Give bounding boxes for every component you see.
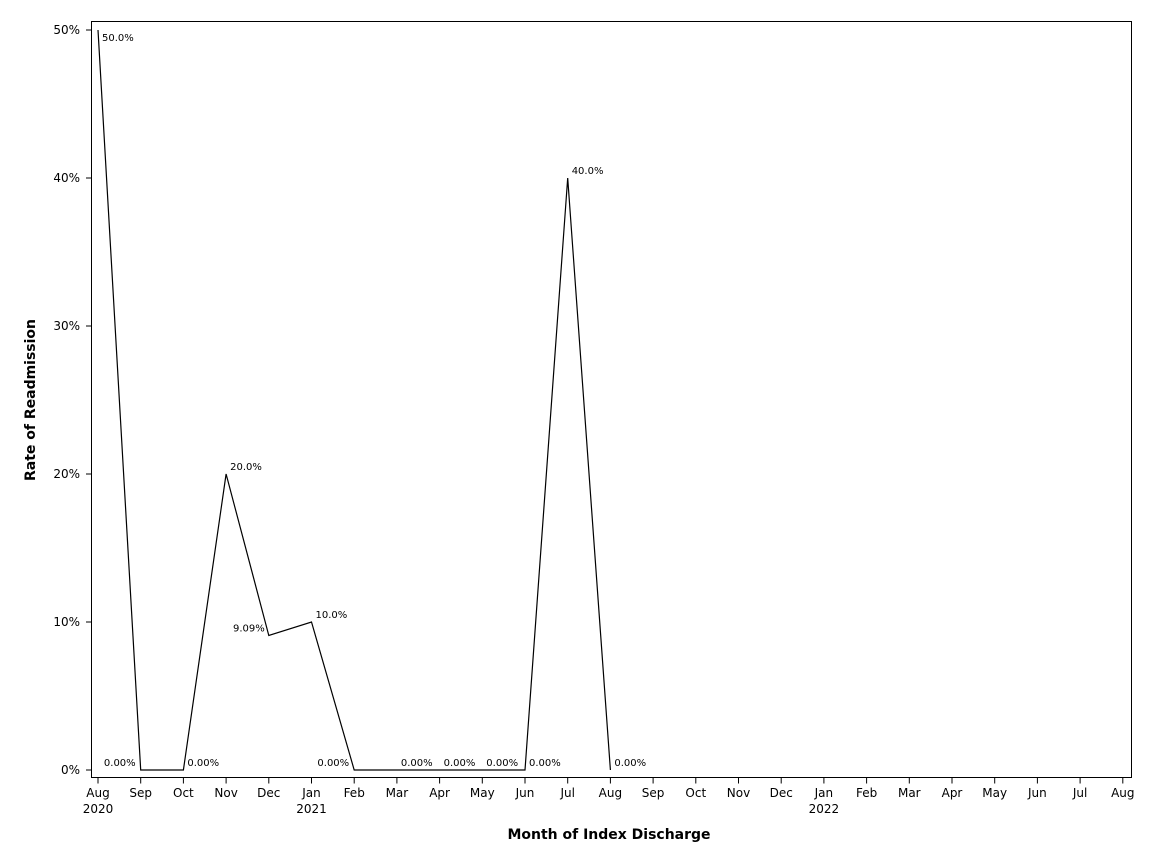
x-tick-label: May [982, 786, 1007, 800]
data-label: 0.00% [486, 758, 518, 769]
series-line [97, 29, 611, 771]
data-label: 0.00% [317, 758, 349, 769]
x-tick-label: Aug [599, 786, 622, 800]
x-tick-label: Sep [129, 786, 152, 800]
data-label: 40.0% [572, 166, 604, 177]
x-tick-label: Dec [770, 786, 793, 800]
data-label: 0.00% [104, 758, 136, 769]
y-tick-label: 20% [53, 467, 80, 481]
y-tick-label: 10% [53, 615, 80, 629]
x-tick-label: Nov [214, 786, 237, 800]
data-label: 9.09% [233, 623, 265, 634]
series-layer: 50.0% 0.00% 0.00% 20.0% 9.09% 10.0% 0.00% 0.00%… [97, 29, 646, 771]
x-tick-label: Apr [429, 786, 450, 800]
data-label: 0.00% [529, 758, 561, 769]
x-tick-label: Jun [515, 786, 535, 800]
data-label: 0.00% [614, 758, 646, 769]
data-label: 0.00% [444, 758, 476, 769]
y-tick-label: 40% [53, 171, 80, 185]
x-tick-label: Oct [173, 786, 194, 800]
x-tick-label: Mar [898, 786, 921, 800]
y-axis-title: Rate of Readmission [23, 319, 39, 481]
x-tick-label: Jan [814, 786, 834, 800]
x-tick-label: Mar [386, 786, 409, 800]
data-label: 0.00% [187, 758, 219, 769]
data-label: 10.0% [316, 610, 348, 621]
x-axis-title: Month of Index Discharge [507, 827, 710, 843]
x-tick-label: Nov [727, 786, 750, 800]
x-tick-label: Jan [301, 786, 321, 800]
x-tick-label: Dec [257, 786, 280, 800]
x-tick-year-label: 2021 [296, 802, 327, 816]
plot-frame [91, 21, 1132, 778]
y-tick-label: 50% [53, 23, 80, 37]
x-tick-label: Oct [685, 786, 706, 800]
x-tick-label: Apr [942, 786, 963, 800]
x-tick-year-label: 2022 [809, 802, 840, 816]
x-tick-year-label: 2020 [83, 802, 114, 816]
x-tick-label: Jun [1027, 786, 1047, 800]
x-tick-label: Feb [856, 786, 877, 800]
y-axis: 0% 10% 20% 30% 40% 50% [53, 23, 92, 777]
x-axis: Aug 2020 Sep Oct Nov Dec Jan 2021 Feb Mar Apr May Ju… [83, 777, 1135, 816]
y-tick-label: 0% [61, 763, 80, 777]
y-tick-label: 30% [53, 319, 80, 333]
x-tick-label: Jul [1072, 786, 1087, 800]
data-label: 20.0% [230, 462, 262, 473]
data-label: 0.00% [401, 758, 433, 769]
data-label: 50.0% [102, 33, 134, 44]
x-tick-label: May [470, 786, 495, 800]
x-tick-label: Sep [642, 786, 665, 800]
x-tick-label: Feb [344, 786, 365, 800]
x-tick-label: Jul [559, 786, 574, 800]
x-tick-label: Aug [86, 786, 109, 800]
x-tick-label: Aug [1111, 786, 1134, 800]
